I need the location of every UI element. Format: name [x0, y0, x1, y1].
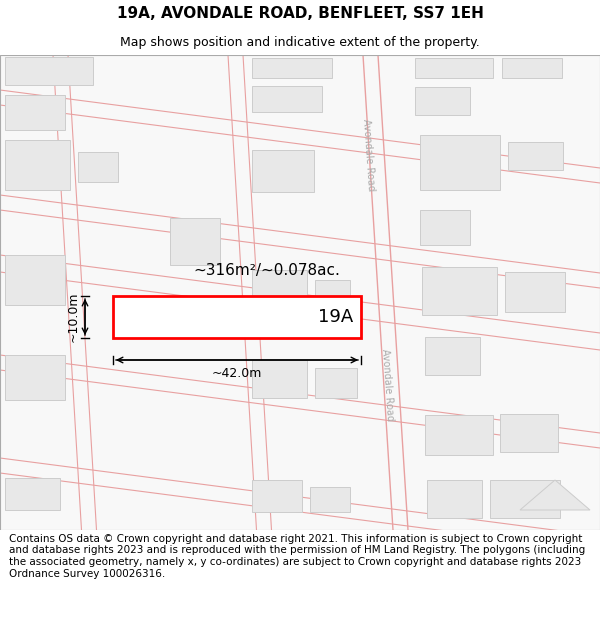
Bar	[252, 150, 314, 192]
Bar	[5, 255, 65, 305]
Bar	[502, 58, 562, 78]
Bar	[252, 360, 307, 398]
Bar	[113, 296, 361, 338]
Polygon shape	[520, 480, 590, 510]
Text: ~10.0m: ~10.0m	[67, 292, 80, 342]
Bar	[425, 415, 493, 455]
Bar	[315, 368, 357, 398]
Text: Contains OS data © Crown copyright and database right 2021. This information is : Contains OS data © Crown copyright and d…	[9, 534, 585, 579]
Bar	[252, 58, 332, 78]
Bar	[5, 95, 65, 130]
Bar	[422, 267, 497, 315]
Bar	[5, 140, 70, 190]
Bar	[252, 480, 302, 512]
Bar	[310, 487, 350, 512]
Bar	[420, 135, 500, 190]
Bar	[420, 210, 470, 245]
Text: Avondale Road: Avondale Road	[361, 119, 377, 191]
Bar	[490, 480, 560, 518]
Text: ~316m²/~0.078ac.: ~316m²/~0.078ac.	[194, 264, 340, 279]
Bar	[500, 414, 558, 452]
Bar	[415, 87, 470, 115]
Bar	[505, 272, 565, 312]
Bar	[5, 57, 93, 85]
Bar	[5, 478, 60, 510]
Bar	[252, 270, 307, 312]
Bar	[415, 58, 493, 78]
Text: Map shows position and indicative extent of the property.: Map shows position and indicative extent…	[120, 36, 480, 49]
Bar	[5, 355, 65, 400]
Bar	[315, 280, 350, 312]
Bar	[252, 86, 322, 112]
Bar	[508, 142, 563, 170]
Bar	[425, 337, 480, 375]
Bar	[427, 480, 482, 518]
Text: 19A: 19A	[318, 308, 353, 326]
Bar	[170, 218, 220, 265]
Text: ~42.0m: ~42.0m	[212, 367, 262, 380]
Text: Avondale Road: Avondale Road	[380, 349, 395, 421]
Bar	[78, 152, 118, 182]
Text: 19A, AVONDALE ROAD, BENFLEET, SS7 1EH: 19A, AVONDALE ROAD, BENFLEET, SS7 1EH	[116, 6, 484, 21]
